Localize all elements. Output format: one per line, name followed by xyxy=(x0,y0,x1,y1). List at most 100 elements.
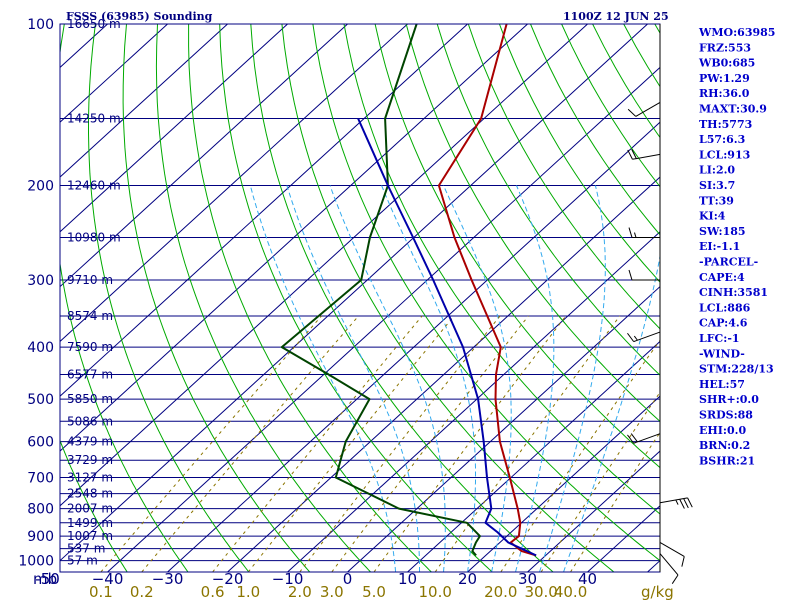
dry-adiabat xyxy=(343,24,660,515)
mixing-ratio-line xyxy=(570,431,660,572)
temperature-tick-label: 0 xyxy=(343,570,353,588)
mixing-ratio-unit-label: g/kg xyxy=(641,583,674,600)
dry-adiabat xyxy=(250,24,554,572)
index-item: STM:228/13 xyxy=(699,363,774,376)
height-label: 10980 m xyxy=(67,231,121,245)
pressure-label: 500 xyxy=(27,392,54,408)
height-label: 3729 m xyxy=(67,453,113,467)
dry-adiabat xyxy=(60,439,128,572)
index-item: FRZ:553 xyxy=(699,41,751,54)
wind-barb xyxy=(628,227,660,239)
index-item: EI:-1.1 xyxy=(699,240,740,253)
parcel-profile xyxy=(357,118,537,557)
mixing-ratio-line xyxy=(540,391,660,572)
isotherm-line xyxy=(60,24,348,288)
mixing-ratio-line xyxy=(100,315,322,572)
wind-barb-flag xyxy=(627,149,633,160)
isotherm-line xyxy=(60,24,228,178)
mixing-ratio-label: 5.0 xyxy=(362,583,386,600)
wind-barb-flag xyxy=(627,332,635,342)
mixing-ratio-label: 3.0 xyxy=(320,583,344,600)
temperature-profile xyxy=(437,24,537,557)
moist-adiabat xyxy=(249,185,397,572)
moist-adiabat xyxy=(563,253,660,572)
temperature-tick-label: −10 xyxy=(272,570,304,588)
moist-adiabat xyxy=(381,185,476,572)
temperature-tick-label: −20 xyxy=(212,570,244,588)
index-item: HEL:57 xyxy=(699,378,745,391)
pressure-label: 300 xyxy=(27,273,54,289)
mixing-ratio-label: 2.0 xyxy=(288,583,312,600)
index-item: LI:2.0 xyxy=(699,164,735,177)
height-label: 9710 m xyxy=(67,273,113,287)
isotherm-line xyxy=(60,24,408,343)
temperature-tick-label: 10 xyxy=(398,570,417,588)
isotherm-line xyxy=(60,24,648,562)
pressure-label: 900 xyxy=(27,529,54,545)
dewpoint-profile xyxy=(280,24,481,557)
moist-adiabat xyxy=(443,185,512,572)
dry-adiabat xyxy=(281,24,615,572)
wind-barb-flag xyxy=(627,434,635,444)
isotherm-line xyxy=(467,395,660,572)
mixing-ratio-label: 0.6 xyxy=(201,583,225,600)
dry-adiabat xyxy=(122,24,311,572)
index-item: RH:36.0 xyxy=(699,87,750,100)
indices-panel: WMO:63985 FRZ:553 WB0:685 PW:1.29 RH:36.0 MAX… xyxy=(698,26,775,467)
mixing-ratio-line xyxy=(299,315,501,572)
moist-adiabat xyxy=(515,185,555,572)
temperature-tick-label: 20 xyxy=(458,570,477,588)
isotherm-line xyxy=(60,24,168,123)
height-label: 12460 m xyxy=(67,179,121,193)
index-item: -PARCEL- xyxy=(699,256,758,269)
wind-barb-half-flag xyxy=(634,232,637,238)
height-label: 4379 m xyxy=(67,435,113,449)
pressure-label: 400 xyxy=(27,340,54,356)
wind-barb xyxy=(659,497,693,509)
wind-barb-flag xyxy=(687,497,693,508)
index-item: -WIND- xyxy=(699,347,745,360)
mixing-ratio-label: 1.0 xyxy=(236,583,260,600)
wind-barb-staff xyxy=(659,542,685,557)
wind-barb xyxy=(659,542,685,567)
height-label: 1499 m xyxy=(67,516,113,530)
index-item: SRDS:88 xyxy=(699,409,753,422)
dry-adiabat xyxy=(88,24,250,572)
index-item: CAP:4.6 xyxy=(699,317,748,330)
index-item: CAPE:4 xyxy=(699,271,745,284)
isotherm-line xyxy=(227,176,660,572)
mixing-ratio-label: 40.0 xyxy=(554,583,587,600)
background-grid xyxy=(60,24,660,572)
wind-barb-flag xyxy=(631,149,637,159)
temperature-tick-label: 40 xyxy=(578,570,597,588)
wind-barb-flag xyxy=(671,574,679,584)
wind-barb xyxy=(627,331,661,343)
wind-barb-flag xyxy=(681,556,685,567)
height-label: 2548 m xyxy=(67,487,113,501)
height-label: 3127 m xyxy=(67,471,113,485)
wind-barb-flag xyxy=(628,227,633,238)
dry-adiabat xyxy=(498,24,660,283)
dry-adiabat xyxy=(374,24,660,469)
dry-adiabat xyxy=(467,24,660,330)
wind-barb-flag xyxy=(627,108,637,117)
height-label: 1007 m xyxy=(67,529,113,543)
height-label: 14250 m xyxy=(67,111,121,125)
index-item: LCL:886 xyxy=(699,301,751,314)
height-label: 16650 m xyxy=(67,17,121,31)
wind-barbs xyxy=(627,24,693,584)
pressure-label: 800 xyxy=(27,502,54,518)
wind-barb xyxy=(627,149,661,160)
mixing-ratio-label: 0.2 xyxy=(130,583,154,600)
wind-barb-staff xyxy=(633,331,661,343)
mixing-ratio-line xyxy=(247,315,455,572)
index-item: L57:6.3 xyxy=(699,133,745,146)
isotherm-line xyxy=(60,24,528,452)
moist-adiabat xyxy=(539,185,606,572)
index-item: SHR+:0.0 xyxy=(699,393,759,406)
height-label: 537 m xyxy=(67,542,105,556)
height-label: 57 m xyxy=(67,554,98,568)
index-item: BRN:0.2 xyxy=(699,439,750,452)
